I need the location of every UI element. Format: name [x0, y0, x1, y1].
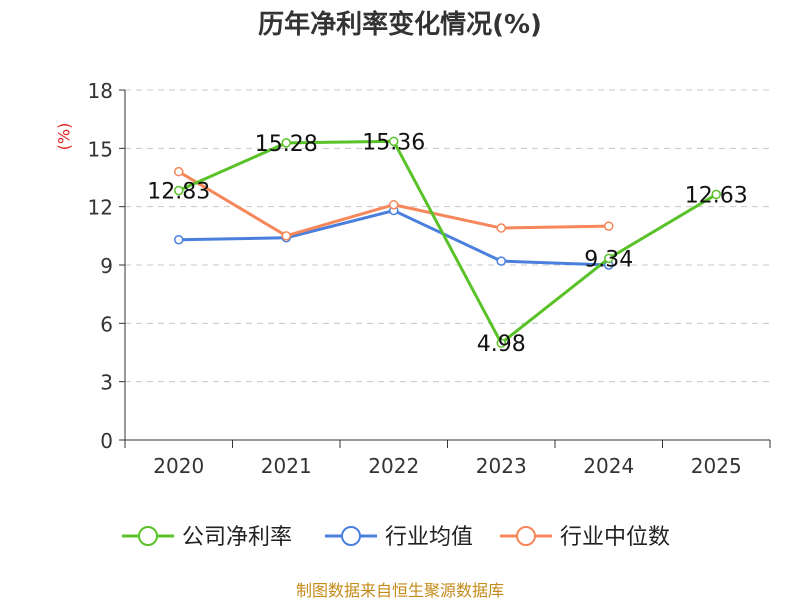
- data-point: [711, 189, 721, 200]
- data-point: [281, 138, 291, 148]
- data-point: [604, 221, 614, 231]
- gridlines: [125, 89, 770, 383]
- data-point: [496, 338, 506, 348]
- chart-title: 历年净利率变化情况(%): [258, 10, 542, 40]
- data-point: [496, 223, 506, 233]
- data-point: [604, 253, 614, 264]
- legend-marker: [516, 526, 536, 546]
- data-label: 15.28: [255, 132, 318, 157]
- y-tick-label: 6: [100, 312, 113, 336]
- data-label: 15.36: [362, 130, 425, 155]
- legend-marker: [138, 526, 158, 546]
- data-point: [281, 231, 291, 241]
- y-tick-label: 18: [88, 79, 113, 103]
- x-tick-label: 2021: [261, 454, 312, 478]
- data-label: 9.34: [584, 247, 633, 272]
- data-point: [389, 136, 399, 147]
- data-point: [496, 256, 506, 266]
- legend-label: 公司净利率: [182, 525, 292, 550]
- x-tick-label: 2025: [691, 454, 742, 478]
- x-tick-label: 2022: [368, 454, 419, 478]
- legend-label: 行业均值: [385, 525, 473, 550]
- legend: 公司净利率 行业均值 行业中位数: [122, 525, 670, 550]
- y-tick-label: 0: [100, 429, 113, 453]
- y-tick-label: 9: [100, 254, 113, 278]
- legend-label: 行业中位数: [560, 525, 670, 550]
- y-tick-label: 12: [88, 196, 113, 220]
- axes: 0 3 6 9 12 15 18 2020 2021 2022 2023 2024 2025: [88, 79, 771, 478]
- x-tick-label: 2024: [583, 454, 634, 478]
- data-point: [174, 185, 184, 196]
- x-tick-label: 2020: [153, 454, 204, 478]
- legend-marker: [341, 526, 361, 546]
- data-label: 4.98: [477, 332, 526, 357]
- series-line-1: [178, 209, 609, 267]
- data-labels: 12.83 15.28 15.36 4.98 9.34 12.63: [147, 130, 747, 357]
- data-point: [389, 199, 399, 210]
- data-point: [174, 166, 184, 177]
- y-tick-label: 3: [100, 371, 113, 395]
- x-tick-label: 2023: [476, 454, 527, 478]
- y-tick-label: 15: [88, 137, 113, 161]
- series-line-0: [178, 139, 718, 345]
- data-source-note: 制图数据来自恒生聚源数据库: [295, 581, 504, 600]
- series-lines: [174, 136, 721, 348]
- data-point: [174, 234, 184, 245]
- data-label: 12.83: [147, 180, 210, 205]
- data-label: 12.63: [685, 183, 748, 208]
